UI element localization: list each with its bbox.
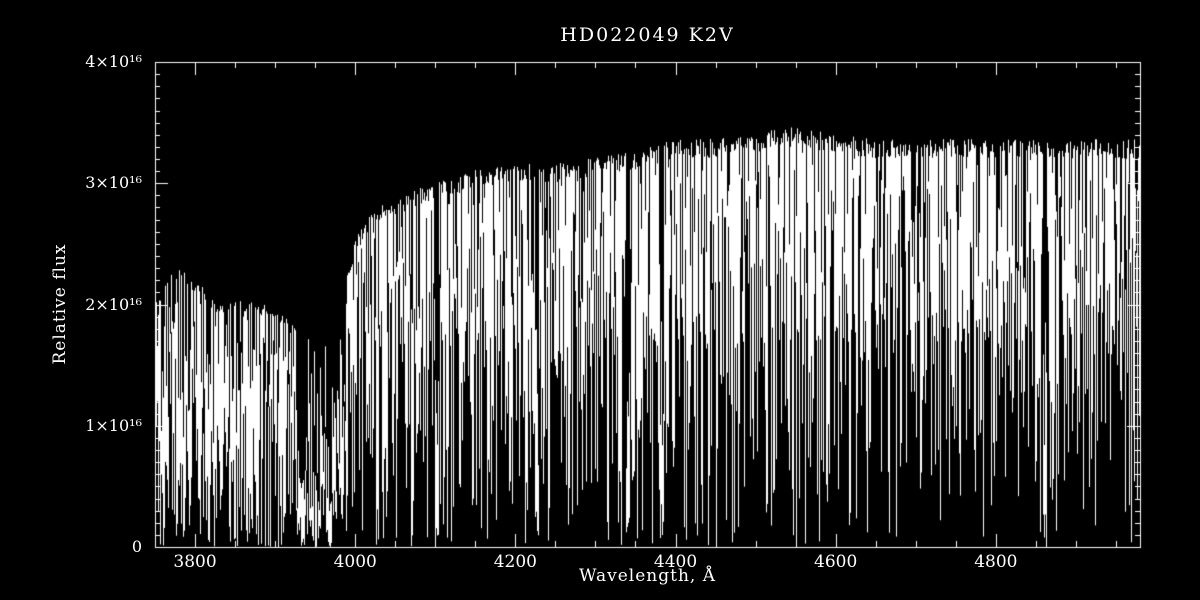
y-tick-label: 2×10¹⁶ — [85, 294, 142, 314]
x-tick-label: 4600 — [814, 552, 858, 572]
y-tick-label: 0 — [131, 537, 142, 556]
x-tick-label: 3800 — [173, 552, 217, 572]
x-tick-label: 4800 — [974, 552, 1018, 572]
x-tick-label: 4400 — [653, 552, 698, 572]
chart-title: HD022049 K2V — [560, 24, 735, 46]
y-axis-title: Relative flux — [50, 243, 70, 365]
x-axis-title: Wavelength, Å — [579, 566, 716, 586]
y-tick-label: 4×10¹⁶ — [85, 52, 142, 71]
x-tick-label: 4000 — [333, 552, 377, 572]
y-tick-label: 1×10¹⁶ — [85, 415, 142, 435]
y-tick-label: 3×10¹⁶ — [85, 173, 142, 193]
x-tick-label: 4200 — [493, 552, 537, 572]
